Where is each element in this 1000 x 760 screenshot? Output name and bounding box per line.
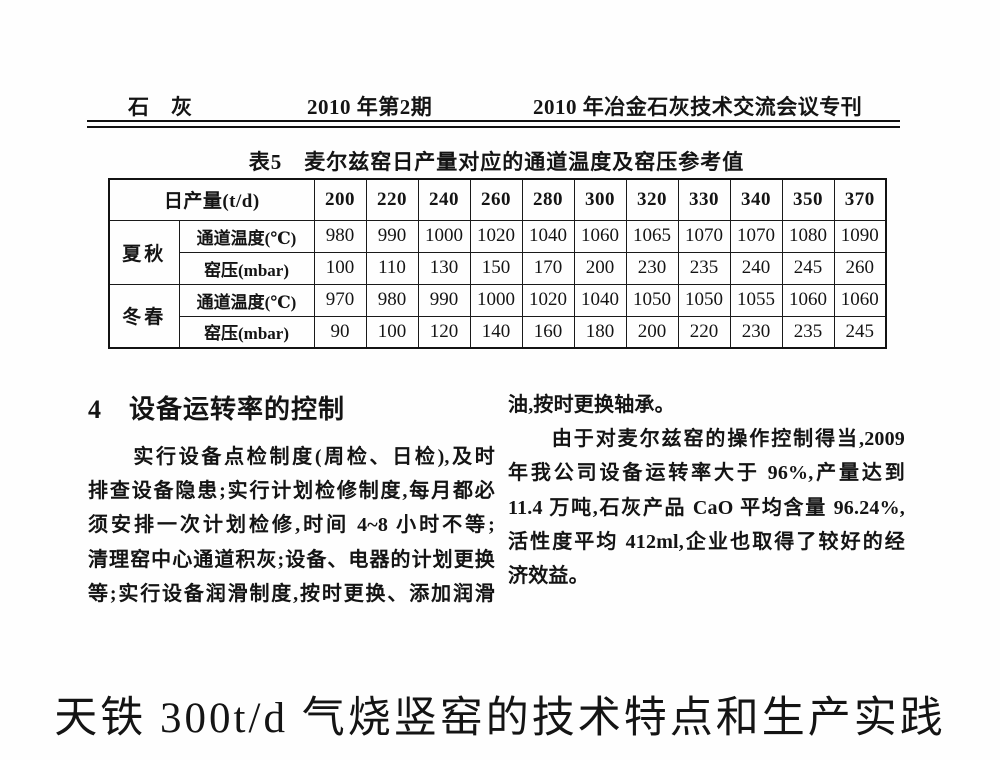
left-column: 4 设备运转率的控制 实行设备点检制度(周检、日检),及时 排查设备隐患;实行计划… (88, 388, 495, 611)
table-value: 245 (781, 251, 835, 285)
season-cell: 夏秋 (108, 219, 180, 285)
table-col-header: 200 (313, 178, 367, 221)
table-value: 1000 (417, 219, 471, 253)
table-row: 冬春 通道温度(℃) 970 980 990 1000 1020 1040 1050 1050 10… (108, 283, 887, 349)
table-col-header: 300 (573, 178, 627, 221)
table-value: 100 (365, 315, 419, 349)
table-col-header: 330 (677, 178, 731, 221)
table-value: 1065 (625, 219, 679, 253)
text-line: 实行设备点检制度(周检、日检),及时 (88, 446, 495, 468)
table-value: 200 (573, 251, 627, 285)
table-value: 1040 (521, 219, 575, 253)
text-line: 活性度平均 412ml,企业也取得了较好的经 (508, 530, 905, 553)
table-value: 140 (469, 315, 523, 349)
table-value: 1020 (469, 219, 523, 253)
issue-label: 2010 年第2期 (307, 95, 433, 119)
row-label: 窑压(mbar) (178, 251, 315, 285)
row-label: 窑压(mbar) (178, 315, 315, 349)
text-line: 年我公司设备运转率大于 96%,产量达到 (508, 462, 905, 485)
text-line: 由于对麦尔兹窑的操作控制得当,2009 (508, 428, 905, 451)
table-row: 夏秋 通道温度(℃) 980 990 1000 1020 1040 1060 1065 1070 1… (108, 219, 887, 285)
table-value: 1090 (833, 219, 887, 253)
table-body: 日产量(t/d) 200 220 240 260 280 300 320 330 340 350 37… (108, 178, 887, 349)
table-col-header: 320 (625, 178, 679, 221)
table-row: 窑压(mbar) 100 110 130 150 170 200 230 235 240 245 26… (109, 251, 887, 285)
table-col-header: 370 (833, 178, 887, 221)
right-column-text: 油,按时更换轴承。 由于对麦尔兹窑的操作控制得当,2009 年我公司设备运转率大于… (508, 388, 905, 593)
table-value: 980 (365, 283, 419, 317)
table-value: 1020 (521, 283, 575, 317)
text-line: 须安排一次计划检修,时间 4~8 小时不等; (88, 514, 495, 537)
table-header-label: 日产量(t/d) (108, 178, 315, 221)
table-row: 窑压(mbar) 90 100 120 140 160 180 200 220 230 235 245 (109, 315, 887, 349)
row-label: 通道温度(℃) (178, 219, 315, 253)
special-issue-label: 2010 年冶金石灰技术交流会议专刊 (533, 95, 863, 119)
table-col-header: 260 (469, 178, 523, 221)
table-value: 100 (313, 251, 367, 285)
table-value: 990 (365, 219, 419, 253)
left-column-text: 实行设备点检制度(周检、日检),及时 排查设备隐患;实行计划检修制度,每月都必 须安… (88, 440, 495, 611)
table-value: 1070 (677, 219, 731, 253)
table-header-row: 日产量(t/d) 200 220 240 260 280 300 320 330 340 350 37… (108, 178, 887, 221)
table-value: 230 (625, 251, 679, 285)
table-value: 235 (781, 315, 835, 349)
table-value: 245 (833, 315, 887, 349)
table-value: 1000 (469, 283, 523, 317)
table-value: 980 (313, 219, 367, 253)
right-column: 油,按时更换轴承。 由于对麦尔兹窑的操作控制得当,2009 年我公司设备运转率大于… (508, 388, 905, 611)
table-value: 1050 (677, 283, 731, 317)
season-cell: 冬春 (108, 283, 180, 349)
text-line: 清理窑中心通道积灰;设备、电器的计划更换 (88, 548, 495, 571)
table-value: 1060 (833, 283, 887, 317)
table-value: 180 (573, 315, 627, 349)
table-value: 90 (313, 315, 367, 349)
table-value: 240 (729, 251, 783, 285)
table-value: 150 (469, 251, 523, 285)
table-caption: 表5 麦尔兹窑日产量对应的通道温度及窑压参考值 (248, 150, 745, 174)
table-value: 1080 (781, 219, 835, 253)
row-label: 通道温度(℃) (178, 283, 315, 317)
table-value: 160 (521, 315, 575, 349)
table-col-header: 220 (365, 178, 419, 221)
text-line: 油,按时更换轴承。 (508, 394, 675, 416)
table-value: 1060 (781, 283, 835, 317)
table-value: 130 (417, 251, 471, 285)
table-col-header: 340 (729, 178, 783, 221)
table-value: 990 (417, 283, 471, 317)
table-value: 1070 (729, 219, 783, 253)
journal-name: 石 灰 (128, 95, 193, 119)
text-line: 排查设备隐患;实行计划检修制度,每月都必 (88, 480, 495, 503)
reference-table: 日产量(t/d) 200 220 240 260 280 300 320 330 340 350 37… (108, 178, 888, 349)
text-line: 11.4 万吨,石灰产品 CaO 平均含量 96.24%, (508, 496, 905, 519)
table-value: 970 (313, 283, 367, 317)
table-value: 1050 (625, 283, 679, 317)
table-value: 230 (729, 315, 783, 349)
table-col-header: 240 (417, 178, 471, 221)
text-line: 济效益。 (508, 565, 589, 588)
table-value: 1040 (573, 283, 627, 317)
table-value: 220 (677, 315, 731, 349)
section-heading: 4 设备运转率的控制 (88, 395, 346, 424)
table-value: 1060 (573, 219, 627, 253)
text-line: 等;实行设备润滑制度,按时更换、添加润滑 (88, 582, 495, 605)
table-value: 110 (365, 251, 419, 285)
table-value: 235 (677, 251, 731, 285)
table-value: 170 (521, 251, 575, 285)
table-value: 200 (625, 315, 679, 349)
table-col-header: 350 (781, 178, 835, 221)
next-article-title: 天铁 300t/d 气烧竖窑的技术特点和生产实践 (54, 695, 946, 742)
table-value: 120 (417, 315, 471, 349)
table-col-header: 280 (521, 178, 575, 221)
body-columns: 4 设备运转率的控制 实行设备点检制度(周检、日检),及时 排查设备隐患;实行计划… (88, 388, 905, 611)
table-value: 1055 (729, 283, 783, 317)
table-value: 260 (833, 251, 887, 285)
header-divider-rule (87, 120, 900, 128)
